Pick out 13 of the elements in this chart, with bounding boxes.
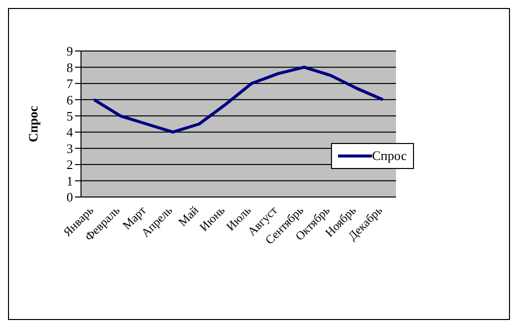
y-axis-title: Спрос: [26, 106, 41, 142]
y-tick-label: 7: [66, 76, 74, 92]
y-tick-label: 6: [66, 92, 74, 108]
y-tick-label: 2: [66, 157, 73, 172]
y-tick-label: 3: [66, 140, 73, 156]
legend-label: Спрос: [372, 148, 407, 164]
y-tick-label: 9: [66, 44, 73, 59]
y-tick-label: 0: [66, 190, 73, 205]
y-tick-label: 4: [66, 124, 74, 140]
y-tick-label: 8: [66, 60, 73, 75]
y-tick-label: 5: [66, 108, 73, 124]
line-series: [92, 66, 384, 134]
y-tick-label: 1: [66, 173, 73, 188]
